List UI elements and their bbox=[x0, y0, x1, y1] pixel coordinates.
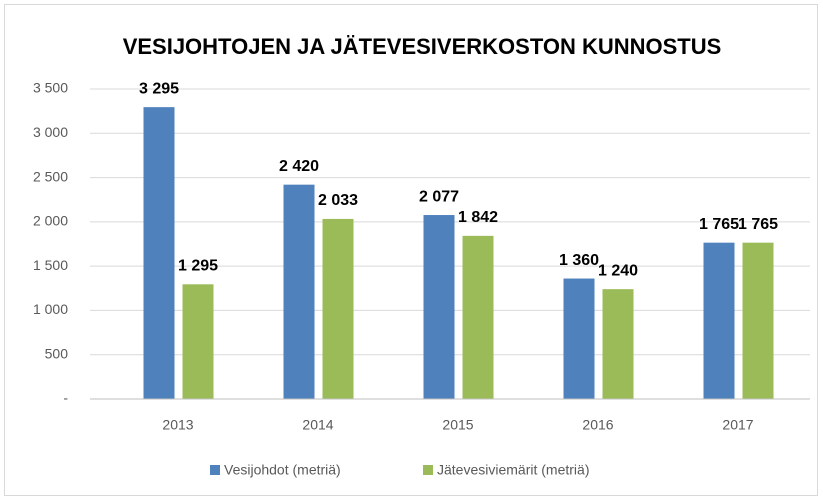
y-tick-label: - bbox=[63, 390, 68, 406]
y-tick-label: 1 500 bbox=[33, 257, 68, 273]
chart-border bbox=[4, 4, 818, 496]
bar bbox=[703, 242, 735, 399]
data-label: 1 295 bbox=[178, 258, 218, 275]
data-label: 2 033 bbox=[318, 192, 358, 209]
data-label: 1 842 bbox=[458, 209, 498, 226]
bar bbox=[742, 242, 774, 399]
legend-swatch bbox=[210, 465, 220, 475]
y-tick-label: 2 000 bbox=[33, 213, 68, 229]
x-tick-label: 2015 bbox=[442, 417, 473, 433]
y-tick-label: 2 500 bbox=[33, 168, 68, 184]
bar bbox=[182, 284, 214, 399]
bar bbox=[563, 278, 595, 399]
bar bbox=[462, 235, 494, 399]
x-tick-label: 2014 bbox=[302, 417, 333, 433]
legend-label: Vesijohdot (metriä) bbox=[224, 462, 341, 478]
legend-label: Jätevesiviemärit (metriä) bbox=[437, 462, 589, 478]
data-label: 1 765 bbox=[738, 216, 778, 233]
bar bbox=[322, 218, 354, 399]
bar bbox=[423, 215, 455, 399]
bar bbox=[143, 107, 175, 400]
legend-swatch bbox=[423, 465, 433, 475]
x-tick-label: 2016 bbox=[582, 417, 613, 433]
bar bbox=[602, 289, 634, 399]
x-tick-label: 2017 bbox=[722, 417, 753, 433]
data-label: 1 240 bbox=[598, 262, 638, 279]
bar bbox=[283, 184, 315, 399]
data-label: 3 295 bbox=[139, 80, 179, 97]
data-label: 1 765 bbox=[699, 216, 739, 233]
y-tick-label: 1 000 bbox=[33, 301, 68, 317]
chart-title: VESIJOHTOJEN JA JÄTEVESIVERKOSTON KUNNOS… bbox=[123, 34, 722, 59]
y-tick-label: 3 000 bbox=[33, 124, 68, 140]
y-tick-label: 3 500 bbox=[33, 80, 68, 96]
y-tick-label: 500 bbox=[45, 345, 69, 361]
data-label: 2 420 bbox=[279, 158, 319, 175]
x-tick-label: 2013 bbox=[162, 417, 193, 433]
data-label: 2 077 bbox=[419, 188, 459, 205]
data-label: 1 360 bbox=[559, 252, 599, 269]
